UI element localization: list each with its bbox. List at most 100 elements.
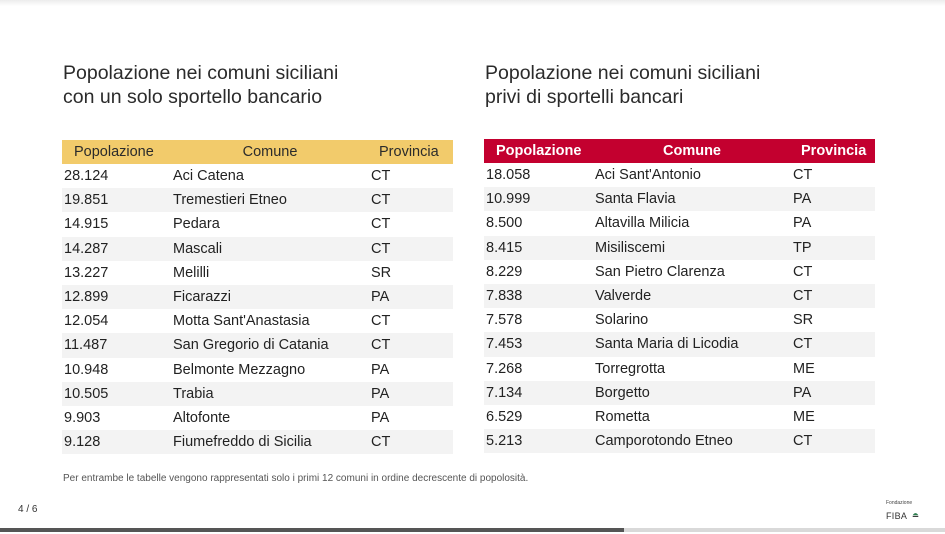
cell-popolazione: 12.054 (64, 313, 109, 330)
table-row: 19.851 Tremestieri Etneo CT (62, 188, 453, 213)
cell-popolazione: 19.851 (64, 192, 109, 209)
table-row: 6.529 Rometta ME (484, 404, 875, 430)
cell-popolazione: 8.415 (486, 239, 523, 256)
cell-provincia: CT (371, 313, 391, 330)
cell-comune: Aci Catena (173, 168, 244, 185)
cell-popolazione: 10.999 (486, 191, 531, 208)
table-row: 10.999 Santa Flavia PA (484, 187, 875, 212)
cell-comune: Altofonte (173, 409, 231, 426)
table-row: 10.948 Belmonte Mezzagno PA (62, 357, 453, 382)
table-row: 12.054 Motta Sant'Anastasia CT (62, 309, 453, 334)
right-title-line2: privi di sportelli bancari (485, 86, 684, 108)
header-comune: Comune (242, 144, 298, 160)
table-row: 7.578 Solarino SR (484, 308, 875, 333)
left-title-line2: con un solo sportello bancario (63, 86, 323, 108)
cell-popolazione: 18.058 (486, 167, 531, 184)
cell-comune: Mascali (173, 240, 223, 257)
single-branch-table: Popolazione Comune Provincia 28.124 Aci C… (62, 140, 453, 455)
cell-provincia: CT (793, 433, 813, 450)
cell-comune: Camporotondo Etneo (595, 433, 733, 450)
cell-provincia: SR (793, 312, 814, 329)
cell-comune: Misiliscemi (595, 239, 666, 256)
cell-comune: Melilli (173, 264, 210, 281)
cell-comune: San Pietro Clarenza (595, 263, 725, 280)
cell-provincia: CT (371, 240, 391, 257)
top-shadow (0, 0, 945, 6)
cell-provincia: CT (371, 192, 391, 209)
fiba-logo: Fondazione FIBA (886, 500, 926, 521)
header-provincia: Provincia (379, 144, 439, 160)
cell-provincia: PA (371, 409, 390, 426)
cell-provincia: CT (793, 288, 813, 305)
table-header: Popolazione Comune Provincia (62, 140, 453, 164)
cell-provincia: ME (793, 408, 815, 425)
page-indicator: 4 / 6 (18, 504, 38, 515)
logo-small-text: Fondazione (886, 500, 913, 506)
cell-provincia: CT (371, 168, 391, 185)
left-table-title: Popolazione nei comuni siciliani con un … (63, 61, 338, 109)
cell-provincia: PA (793, 384, 812, 401)
cell-comune: Rometta (595, 408, 650, 425)
cell-comune: Aci Sant'Antonio (595, 167, 701, 184)
cell-provincia: SR (371, 264, 392, 281)
table-body: 18.058 Aci Sant'Antonio CT 10.999 Santa Flav… (484, 163, 875, 454)
table-row: 7.838 Valverde CT (484, 283, 875, 309)
cell-comune: Santa Flavia (595, 191, 676, 208)
table-body: 28.124 Aci Catena CT 19.851 Tremestieri Etne… (62, 164, 453, 455)
table-row: 14.287 Mascali CT (62, 236, 453, 261)
header-comune: Comune (663, 143, 721, 159)
cell-provincia: CT (793, 336, 813, 353)
table-row: 28.124 Aci Catena CT (62, 164, 453, 189)
cell-comune: Motta Sant'Anastasia (173, 313, 310, 330)
cell-popolazione: 9.128 (64, 434, 101, 451)
table-row: 12.899 Ficarazzi PA (62, 284, 453, 310)
cell-popolazione: 5.213 (486, 433, 523, 450)
table-row: 18.058 Aci Sant'Antonio CT (484, 163, 875, 188)
cell-popolazione: 10.505 (64, 385, 109, 402)
cell-provincia: CT (371, 216, 391, 233)
cell-provincia: PA (793, 191, 812, 208)
cell-comune: Valverde (595, 288, 652, 305)
table-header: Popolazione Comune Provincia (484, 139, 875, 163)
cell-comune: San Gregorio di Catania (173, 337, 329, 354)
table-row: 7.268 Torregrotta ME (484, 356, 875, 381)
cell-popolazione: 14.287 (64, 240, 109, 257)
slide-progress-fill (0, 528, 624, 532)
slide-progress-bar (0, 528, 945, 532)
cell-provincia: PA (371, 289, 390, 306)
header-popolazione: Popolazione (74, 144, 154, 160)
right-title-line1: Popolazione nei comuni siciliani (485, 62, 761, 84)
table-row: 8.500 Altavilla Milicia PA (484, 211, 875, 236)
cell-comune: Ficarazzi (173, 289, 232, 306)
cell-popolazione: 12.899 (64, 289, 109, 306)
table-row: 10.505 Trabia PA (62, 381, 453, 406)
cell-popolazione: 7.838 (486, 288, 523, 305)
cell-comune: Solarino (595, 312, 649, 329)
cell-popolazione: 8.500 (486, 215, 523, 232)
cell-popolazione: 6.529 (486, 408, 523, 425)
header-provincia: Provincia (801, 143, 867, 159)
cell-popolazione: 11.487 (64, 337, 108, 354)
cell-comune: Pedara (173, 216, 220, 233)
cell-provincia: PA (371, 385, 390, 402)
right-table-title: Popolazione nei comuni siciliani privi d… (485, 61, 760, 109)
cell-comune: Trabia (173, 385, 214, 402)
cell-comune: Tremestieri Etneo (173, 192, 287, 209)
cell-provincia: PA (793, 215, 812, 232)
table-row: 7.134 Borgetto PA (484, 380, 875, 405)
table-row: 13.227 Melilli SR (62, 260, 453, 285)
table-row: 5.213 Camporotondo Etneo CT (484, 429, 875, 454)
table-row: 14.915 Pedara CT (62, 212, 453, 237)
footnote: Per entrambe le tabelle vengono rapprese… (63, 473, 529, 484)
cell-popolazione: 14.915 (64, 216, 109, 233)
header-popolazione: Popolazione (496, 143, 582, 159)
cell-provincia: TP (793, 239, 812, 256)
cell-popolazione: 10.948 (64, 361, 109, 378)
fiba-leaf-icon (912, 513, 918, 518)
table-row: 9.128 Fiumefreddo di Sicilia CT (62, 430, 453, 455)
cell-popolazione: 8.229 (486, 263, 523, 280)
cell-popolazione: 7.453 (486, 336, 523, 353)
no-branch-table: Popolazione Comune Provincia 18.058 Aci S… (484, 139, 875, 454)
cell-comune: Borgetto (595, 384, 650, 401)
table-row: 8.229 San Pietro Clarenza CT (484, 259, 875, 284)
